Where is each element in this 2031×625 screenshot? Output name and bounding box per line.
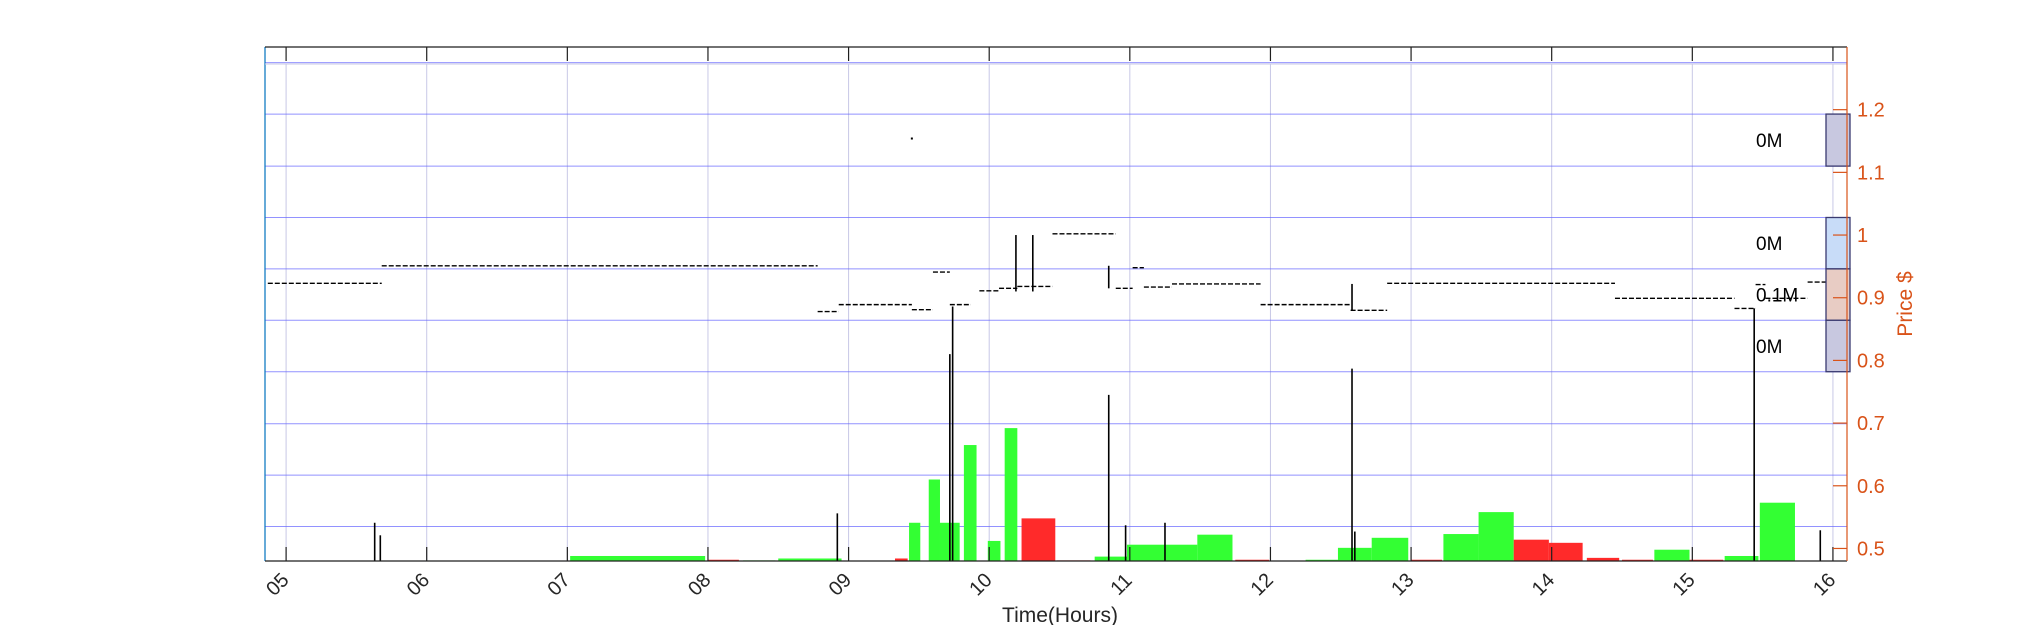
volume-bar: [987, 540, 1001, 561]
volume-bar: [1548, 542, 1583, 561]
volume-bar: [894, 558, 908, 561]
volume-bar: [1094, 556, 1128, 561]
grid-layer: [285, 64, 1834, 561]
volume-bar-layer: [570, 428, 1795, 562]
volume-bar: [1021, 518, 1056, 561]
volume-bar: [909, 522, 921, 561]
right-y-axis: 0.5 0.6 0.7 0.8 0.9 1 1.1 1.2: [1833, 100, 1885, 560]
volume-bar: [928, 479, 940, 561]
x-axis-label: Time(Hours): [1002, 604, 1118, 625]
volume-profile-box: [1825, 319, 1851, 373]
volume-bar: [1235, 559, 1270, 561]
volume-bar: [1513, 539, 1549, 561]
volume-bar: [570, 555, 706, 561]
axes-frame-layer: [264, 46, 1848, 562]
volume-bar: [1654, 549, 1690, 561]
volume-bar: [1724, 555, 1759, 561]
volume-profile-label: 0M: [1756, 131, 1782, 152]
volume-bar: [1371, 537, 1409, 561]
volume-bar: [1164, 544, 1198, 561]
volume-bar: [1478, 512, 1514, 561]
right-y-axis-label: Price $: [1894, 271, 1917, 337]
volume-bar: [1305, 559, 1338, 561]
volume-profile-label: 0M: [1756, 337, 1782, 358]
volume-bar: [1411, 559, 1443, 561]
y-tick-label: 0.7: [1857, 413, 1885, 435]
volume-bar: [1004, 428, 1018, 561]
volume-bar: [1759, 502, 1795, 561]
y-tick-label: 0.6: [1857, 476, 1885, 498]
volume-bar: [1689, 559, 1724, 561]
volume-bar: [963, 445, 977, 561]
volume-profile-label: 0M: [1756, 234, 1782, 255]
volume-bar: [707, 559, 739, 561]
y-tick-label: 1.2: [1857, 100, 1885, 122]
y-tick-label: 0.8: [1857, 350, 1885, 372]
price-marker: [910, 137, 913, 140]
volume-bar: [1622, 559, 1653, 561]
volume-profile-box: [1825, 268, 1851, 321]
volume-bar: [1443, 534, 1479, 561]
volume-profile-layer: 0M 0M 0.1M 0M: [1756, 113, 1851, 373]
volume-bar: [1586, 557, 1620, 561]
price-line-layer: [267, 137, 1845, 561]
volume-bar: [778, 558, 842, 561]
volume-profile-box: [1825, 113, 1851, 167]
y-tick-label: 0.5: [1857, 538, 1885, 560]
y-tick-label: 0.9: [1857, 288, 1885, 310]
y-tick-label: 1.1: [1857, 162, 1885, 184]
volume-bar: [1197, 534, 1233, 561]
y-tick-label: 1: [1857, 225, 1868, 247]
price-band-layer: [265, 62, 1847, 528]
volume-bar: [1127, 544, 1165, 561]
volume-profile-label: 0.1M: [1756, 286, 1798, 307]
